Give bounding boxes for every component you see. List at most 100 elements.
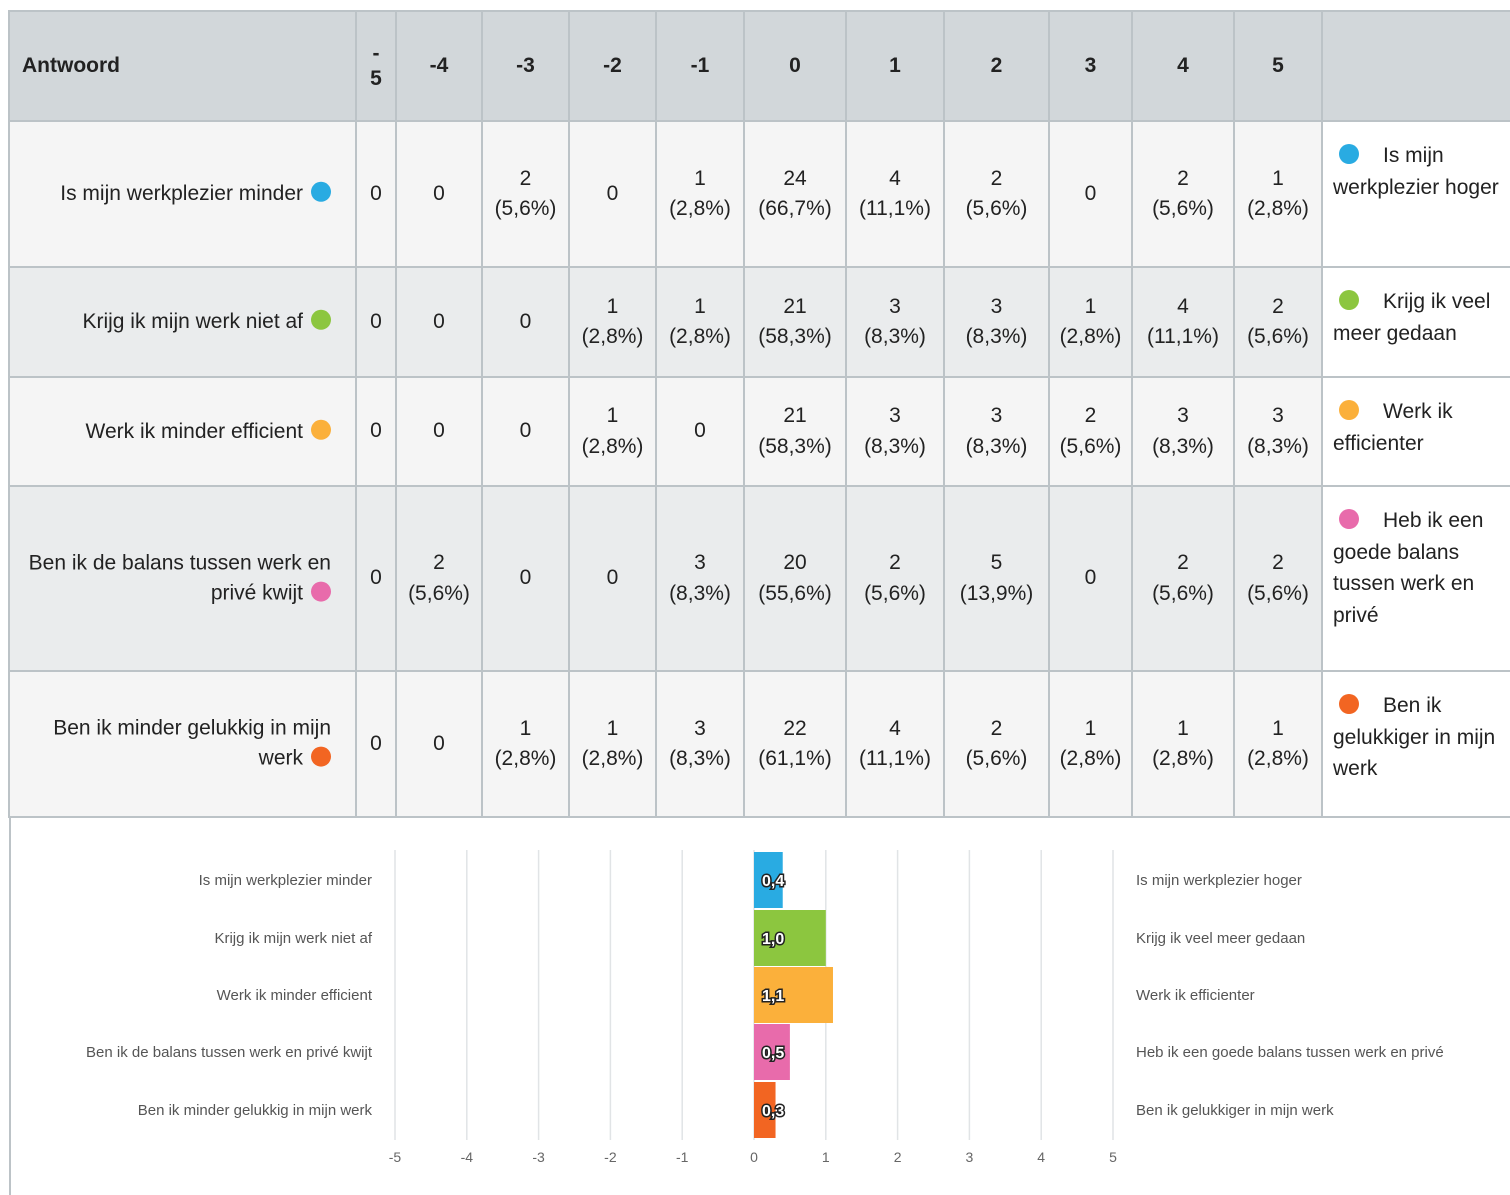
percentage: (58,3%) (758, 434, 832, 458)
count: 2 (519, 166, 532, 190)
value-cell: 1 (2,8%) (570, 378, 657, 487)
category-label: Ben ik de balans tussen werk en privé kw… (86, 1044, 373, 1061)
value-cell: 0 (357, 122, 397, 268)
percentage: (8,3%) (669, 747, 731, 770)
count: 2 (1272, 551, 1284, 575)
percentage: (8,3%) (965, 434, 1028, 458)
value-cell: 0 (397, 378, 483, 487)
value-cell: 3 (8,3%) (1133, 378, 1235, 487)
value-cell: 0 (570, 487, 657, 672)
value-label: 0,4 (762, 873, 784, 890)
count: 0 (433, 419, 445, 443)
row-label: Ben ik minder gelukkig in mijn werk (10, 672, 357, 818)
value-cell: 0 (397, 122, 483, 268)
count: 3 (1177, 404, 1189, 428)
row-label: Ben ik de balans tussen werk en privé kw… (10, 487, 357, 672)
row-label-text: Ben ik minder gelukkig in mijn werk (20, 714, 331, 775)
value-cell: 4 (11,1%) (1133, 268, 1235, 378)
label-text: Ben ik gelukkiger in mijn werk (1333, 694, 1496, 780)
value-cell: 24 (66,7%) (745, 122, 847, 268)
value-cell: 0 (357, 672, 397, 818)
count: 1 (1084, 294, 1097, 318)
x-tick-label: 3 (966, 1149, 974, 1165)
count: 1 (1177, 716, 1189, 740)
color-dot (1339, 509, 1359, 529)
x-tick-label: 5 (1109, 1149, 1117, 1165)
percentage: (2,8%) (1152, 747, 1214, 770)
count: 3 (990, 404, 1003, 428)
value-cell: 2 (5,6%) (1133, 122, 1235, 268)
percentage: (11,1%) (859, 197, 931, 220)
row-label-text: Ben ik de balans tussen werk en privé kw… (20, 548, 331, 609)
value-cell: 2 (5,6%) (1235, 268, 1323, 378)
header-cell (1323, 12, 1510, 122)
label-text: Ben ik de balans tussen werk en privé kw… (28, 551, 331, 605)
header-cell: 5 (1235, 12, 1323, 122)
count: 1 (606, 404, 619, 428)
value-cell: 21 (58,3%) (745, 268, 847, 378)
category-label: Ben ik minder gelukkig in mijn werk (138, 1102, 373, 1119)
count: 0 (433, 309, 445, 333)
percentage: (8,3%) (1152, 434, 1214, 458)
count: 0 (1084, 181, 1097, 205)
percentage: (8,3%) (965, 325, 1028, 348)
value-cell: 3 (8,3%) (945, 378, 1050, 487)
count: 3 (694, 551, 706, 575)
percentage: (2,8%) (494, 747, 557, 770)
count: 1 (694, 294, 706, 318)
row-label-text: Is mijn werkplezier minder (20, 179, 331, 209)
chart: -5 -4 -3 -2 -1 0 1 2 3 4 5 Is mijn werkplezier mind… (9, 818, 1444, 1195)
count: 2 (1177, 166, 1189, 190)
color-dot (1339, 290, 1359, 310)
row-label-text: Werk ik minder efficient (20, 416, 331, 446)
value-cell: 0 (397, 268, 483, 378)
color-dot (311, 309, 331, 330)
category-label: Krijg ik mijn werk niet af (214, 930, 372, 947)
header-cell: 3 (1050, 12, 1133, 122)
count: 2 (1272, 294, 1284, 318)
value-cell: 4 (11,1%) (847, 672, 945, 818)
bar (754, 1024, 790, 1080)
count: 2 (990, 166, 1003, 190)
header-cell: -3 (483, 12, 570, 122)
x-tick-label: 2 (894, 1149, 902, 1165)
percentage: (2,8%) (581, 747, 644, 770)
value-cell: 2 (5,6%) (945, 122, 1050, 268)
percentage: (5,6%) (408, 581, 470, 605)
count: 1 (519, 716, 532, 740)
percentage: (13,9%) (959, 581, 1034, 605)
x-tick-label: 4 (1037, 1149, 1045, 1165)
count: 4 (889, 716, 901, 740)
value-cell: 2 (5,6%) (1133, 487, 1235, 672)
count: 4 (1177, 294, 1189, 318)
color-dot (311, 419, 331, 440)
header-cell: -1 (657, 12, 745, 122)
color-dot (311, 747, 331, 767)
percentage: (11,1%) (1147, 325, 1219, 348)
count: 1 (606, 716, 619, 740)
value-cell: 2 (5,6%) (1235, 487, 1323, 672)
bar (754, 967, 833, 1023)
value-cell: 1 (2,8%) (570, 672, 657, 818)
count: 3 (990, 294, 1003, 318)
percentage: (5,6%) (1247, 581, 1309, 605)
header-cell: -5 (357, 12, 397, 122)
right-label: Heb ik een goede balans tussen werk en p… (1136, 1044, 1444, 1061)
x-tick-label: -4 (461, 1149, 474, 1165)
value-cell: 1 (2,8%) (657, 268, 745, 378)
count: 0 (370, 309, 382, 333)
value-cell: 20 (55,6%) (745, 487, 847, 672)
label-text: Werk ik minder efficient (85, 419, 303, 443)
right-label: Werk ik efficienter (1136, 987, 1255, 1004)
right-label: Is mijn werkplezier hoger (1136, 872, 1302, 889)
count: 2 (1177, 551, 1189, 575)
right-label: Werk ik efficienter (1323, 378, 1510, 487)
percentage: (2,8%) (1247, 747, 1309, 770)
label-text: Ben ik minder gelukkig in mijn werk (53, 716, 331, 770)
right-label: Heb ik een goede balans tussen werk en p… (1323, 487, 1510, 672)
row-label: Werk ik minder efficient (10, 378, 357, 487)
row-label: Krijg ik mijn werk niet af (10, 268, 357, 378)
count: 5 (990, 551, 1003, 575)
count: 21 (783, 294, 807, 318)
